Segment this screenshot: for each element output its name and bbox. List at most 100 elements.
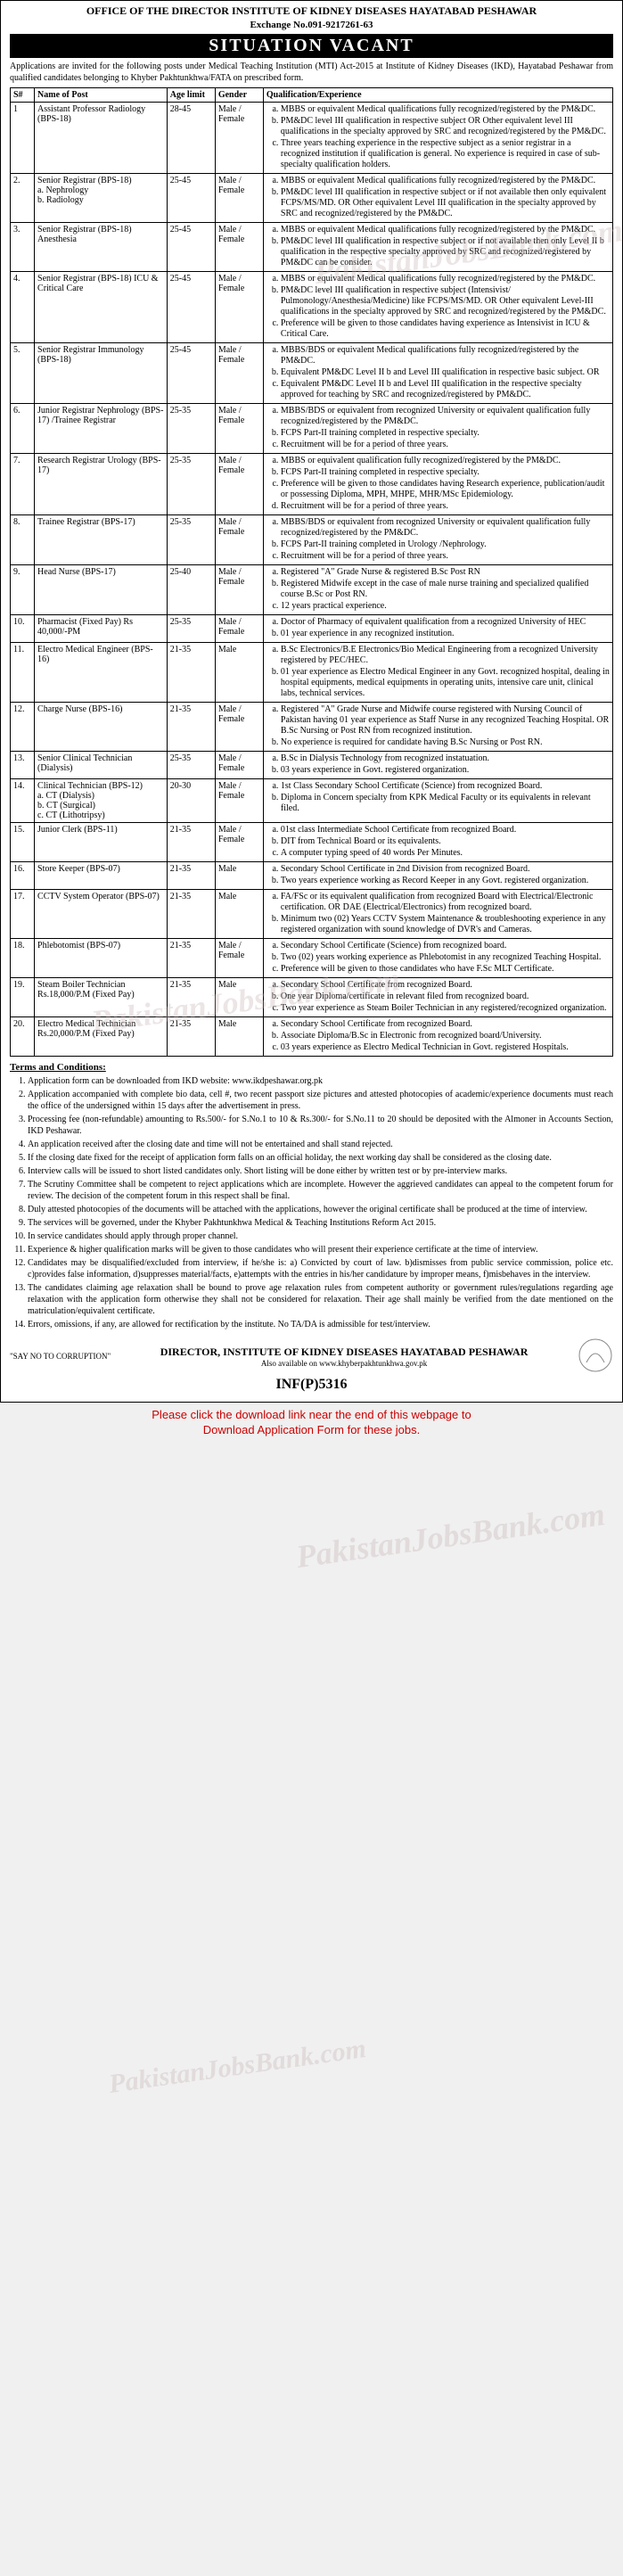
cell-sn: 2.: [11, 174, 35, 223]
table-row: 15.Junior Clerk (BPS-11)21-35Male / Fema…: [11, 823, 613, 862]
qual-item: FCPS Part-II training completed in respe…: [281, 428, 610, 439]
cell-gender: Male: [215, 890, 263, 939]
qual-item: 12 years practical experience.: [281, 601, 610, 612]
table-row: 3.Senior Registrar (BPS-18) Anesthesia25…: [11, 223, 613, 272]
emblem-icon: [578, 1337, 613, 1373]
cell-qual: MBBS or equivalent Medical qualification…: [263, 272, 612, 343]
cell-sn: 17.: [11, 890, 35, 939]
watermark: PakistanJobsBank.com: [294, 1495, 608, 1576]
qual-item: B.Sc Electronics/B.E Electronics/Bio Med…: [281, 645, 610, 666]
qual-item: FCPS Part-II training completed in Urolo…: [281, 539, 610, 550]
table-row: 10.Pharmacist (Fixed Pay) Rs 40,000/-PM2…: [11, 615, 613, 643]
cell-name: Senior Registrar Immunology (BPS-18): [35, 343, 168, 404]
cell-sn: 5.: [11, 343, 35, 404]
term-item: Candidates may be disqualified/excluded …: [28, 1257, 613, 1280]
table-row: 20.Electro Medical Technician Rs.20,000/…: [11, 1017, 613, 1057]
cell-qual: 01st class Intermediate School Certifica…: [263, 823, 612, 862]
qual-item: MBBS or equivalent Medical qualification…: [281, 176, 610, 186]
cell-gender: Male / Female: [215, 103, 263, 174]
cell-qual: Secondary School Certificate (Science) f…: [263, 939, 612, 978]
qual-item: DIT from Technical Board or its equivale…: [281, 836, 610, 847]
qual-item: Recruitment will be for a period of thre…: [281, 440, 610, 450]
cell-sn: 18.: [11, 939, 35, 978]
cell-name: Senior Registrar (BPS-18) Anesthesia: [35, 223, 168, 272]
term-item: If the closing date fixed for the receip…: [28, 1152, 613, 1164]
cell-name: Junior Clerk (BPS-11): [35, 823, 168, 862]
cell-qual: MBBS/BDS or equivalent Medical qualifica…: [263, 343, 612, 404]
qual-item: Secondary School Certificate from recogn…: [281, 980, 610, 991]
cell-sn: 11.: [11, 643, 35, 703]
cell-sn: 1: [11, 103, 35, 174]
table-row: 17.CCTV System Operator (BPS-07)21-35Mal…: [11, 890, 613, 939]
col-sn: S#: [11, 88, 35, 103]
table-row: 4.Senior Registrar (BPS-18) ICU & Critic…: [11, 272, 613, 343]
term-item: Interview calls will be issued to short …: [28, 1165, 613, 1177]
cell-qual: MBBS or equivalent qualification fully r…: [263, 454, 612, 515]
term-item: Errors, omissions, if any, are allowed f…: [28, 1319, 613, 1330]
table-row: 5.Senior Registrar Immunology (BPS-18)25…: [11, 343, 613, 404]
table-row: 14.Clinical Technician (BPS-12) a. CT (D…: [11, 779, 613, 823]
cell-age: 21-35: [167, 939, 215, 978]
col-name: Name of Post: [35, 88, 168, 103]
footer-row: "SAY NO TO CORRUPTION" DIRECTOR, INSTITU…: [10, 1337, 613, 1375]
qual-item: Secondary School Certificate (Science) f…: [281, 941, 610, 951]
cell-name: Steam Boiler Technician Rs.18,000/P.M (F…: [35, 978, 168, 1017]
qual-item: 03 years experience in Govt. registered …: [281, 765, 610, 776]
cell-sn: 15.: [11, 823, 35, 862]
inf-number: INF(P)5316: [10, 1377, 613, 1393]
cell-sn: 12.: [11, 703, 35, 752]
cell-sn: 19.: [11, 978, 35, 1017]
cell-age: 25-45: [167, 272, 215, 343]
cell-age: 25-35: [167, 404, 215, 454]
cell-name: Electro Medical Technician Rs.20,000/P.M…: [35, 1017, 168, 1057]
term-item: The services will be governed, under the…: [28, 1217, 613, 1229]
qual-item: 01 year experience as Electro Medical En…: [281, 667, 610, 699]
cell-qual: MBBS/BDS or equivalent from recognized U…: [263, 515, 612, 565]
qual-item: FCPS Part-II training completed in respe…: [281, 467, 610, 478]
qual-item: 1st Class Secondary School Certificate (…: [281, 781, 610, 792]
qual-item: Two years experience working as Record K…: [281, 876, 610, 886]
cell-qual: Secondary School Certificate in 2nd Divi…: [263, 862, 612, 890]
cell-name: CCTV System Operator (BPS-07): [35, 890, 168, 939]
cell-age: 28-45: [167, 103, 215, 174]
cell-sn: 9.: [11, 565, 35, 615]
cell-age: 25-35: [167, 515, 215, 565]
cell-name: Junior Registrar Nephrology (BPS-17) /Tr…: [35, 404, 168, 454]
cell-gender: Male / Female: [215, 223, 263, 272]
cell-qual: MBBS or equivalent Medical qualification…: [263, 223, 612, 272]
org-title: OFFICE OF THE DIRECTOR INSTITUTE OF KIDN…: [10, 4, 613, 18]
cell-name: Pharmacist (Fixed Pay) Rs 40,000/-PM: [35, 615, 168, 643]
cell-age: 25-45: [167, 223, 215, 272]
table-header-row: S# Name of Post Age limit Gender Qualifi…: [11, 88, 613, 103]
term-item: Experience & higher qualification marks …: [28, 1244, 613, 1255]
cell-sn: 7.: [11, 454, 35, 515]
cell-sn: 16.: [11, 862, 35, 890]
term-item: In service candidates should apply throu…: [28, 1230, 613, 1242]
exchange-number: Exchange No.091-9217261-63: [10, 20, 613, 30]
cell-sn: 10.: [11, 615, 35, 643]
table-row: 7.Research Registrar Urology (BPS-17)25-…: [11, 454, 613, 515]
cell-qual: MBBS/BDS or equivalent from recognized U…: [263, 404, 612, 454]
cell-sn: 3.: [11, 223, 35, 272]
director-line: DIRECTOR, INSTITUTE OF KIDNEY DISEASES H…: [111, 1346, 578, 1359]
table-row: 8.Trainee Registrar (BPS-17)25-35Male / …: [11, 515, 613, 565]
qual-item: MBBS or equivalent qualification fully r…: [281, 456, 610, 466]
qual-item: Preference will be given to those candid…: [281, 964, 610, 975]
qual-item: Registered Midwife except in the case of…: [281, 579, 610, 600]
cell-age: 21-35: [167, 1017, 215, 1057]
term-item: An application received after the closin…: [28, 1139, 613, 1150]
qual-item: No experience is required for candidate …: [281, 737, 610, 748]
qual-item: Doctor of Pharmacy of equivalent qualifi…: [281, 617, 610, 628]
qual-item: Registered "A" Grade Nurse and Midwife c…: [281, 704, 610, 737]
cell-qual: Secondary School Certificate from recogn…: [263, 1017, 612, 1057]
qual-item: One year Diploma/certificate in relevant…: [281, 992, 610, 1002]
cell-age: 21-35: [167, 862, 215, 890]
qual-item: Recruitment will be for a period of thre…: [281, 501, 610, 512]
qual-item: Three years teaching experience in the r…: [281, 138, 610, 170]
qual-item: 01 year experience in any recognized ins…: [281, 629, 610, 639]
qual-item: Secondary School Certificate from recogn…: [281, 1019, 610, 1030]
cell-gender: Male / Female: [215, 174, 263, 223]
cell-qual: Doctor of Pharmacy of equivalent qualifi…: [263, 615, 612, 643]
qual-item: MBBS or equivalent Medical qualification…: [281, 274, 610, 284]
qual-item: MBBS/BDS or equivalent Medical qualifica…: [281, 345, 610, 366]
